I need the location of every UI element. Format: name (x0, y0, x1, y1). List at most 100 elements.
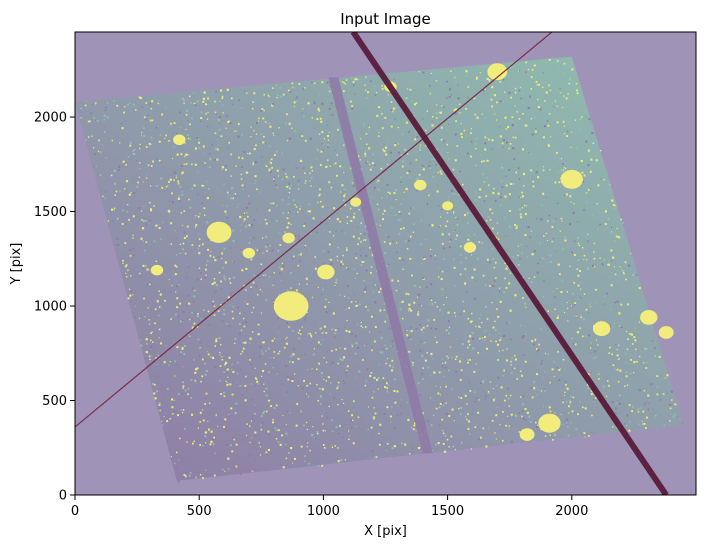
noise-pixel (286, 410, 288, 413)
noise-pixel (394, 378, 396, 381)
noise-pixel (557, 263, 560, 266)
noise-pixel (146, 268, 149, 271)
noise-pixel (139, 272, 141, 275)
noise-pixel (494, 199, 497, 202)
noise-pixel (576, 89, 578, 92)
noise-pixel (388, 405, 390, 407)
noise-pixel (384, 320, 386, 323)
noise-pixel (486, 219, 488, 222)
noise-pixel (190, 102, 192, 104)
noise-pixel (595, 159, 598, 162)
noise-pixel (446, 329, 448, 331)
noise-pixel (407, 418, 410, 421)
noise-pixel (499, 424, 501, 426)
noise-pixel (479, 382, 482, 384)
noise-pixel (329, 231, 331, 233)
noise-pixel (327, 86, 330, 89)
noise-pixel (204, 431, 207, 434)
noise-pixel (364, 150, 367, 153)
noise-pixel (421, 412, 424, 415)
noise-pixel (194, 226, 196, 228)
noise-pixel (258, 250, 261, 253)
noise-pixel (202, 448, 205, 451)
noise-pixel (524, 234, 527, 237)
noise-pixel (466, 222, 469, 224)
noise-pixel (367, 91, 369, 94)
noise-pixel (317, 399, 320, 402)
noise-pixel (486, 176, 489, 179)
noise-pixel (268, 168, 271, 171)
noise-pixel (328, 90, 331, 93)
noise-pixel (285, 342, 288, 345)
noise-pixel (204, 162, 206, 164)
noise-pixel (442, 404, 445, 406)
noise-pixel (630, 252, 632, 254)
noise-pixel (337, 259, 339, 261)
noise-pixel (555, 151, 558, 154)
noise-pixel (227, 191, 229, 194)
noise-pixel (593, 350, 596, 353)
noise-pixel (328, 108, 331, 110)
noise-pixel (301, 289, 303, 291)
noise-pixel (493, 398, 495, 401)
noise-pixel (541, 360, 543, 362)
noise-pixel (262, 274, 264, 276)
noise-pixel (333, 163, 336, 166)
noise-pixel (255, 285, 258, 288)
noise-pixel (278, 175, 280, 177)
noise-pixel (152, 341, 154, 343)
noise-pixel (377, 179, 380, 182)
noise-pixel (566, 106, 568, 108)
noise-pixel (250, 399, 253, 401)
noise-pixel (495, 277, 497, 279)
noise-pixel (197, 338, 200, 341)
noise-pixel (396, 414, 399, 416)
noise-pixel (316, 432, 319, 435)
noise-pixel (583, 432, 586, 434)
noise-pixel (536, 84, 538, 86)
noise-pixel (581, 406, 584, 409)
noise-pixel (505, 287, 508, 289)
noise-pixel (391, 340, 394, 343)
noise-pixel (522, 297, 524, 299)
noise-pixel (409, 176, 412, 179)
noise-pixel (311, 368, 313, 370)
noise-pixel (468, 234, 470, 236)
noise-pixel (148, 355, 151, 358)
noise-pixel (361, 261, 363, 263)
noise-pixel (205, 274, 207, 276)
noise-pixel (188, 474, 191, 477)
noise-pixel (579, 401, 581, 403)
noise-pixel (175, 313, 177, 316)
noise-pixel (423, 257, 426, 260)
noise-pixel (316, 148, 318, 150)
noise-pixel (459, 378, 462, 381)
noise-pixel (447, 311, 450, 314)
noise-pixel (436, 104, 438, 106)
noise-pixel (538, 83, 541, 86)
noise-pixel (437, 392, 440, 395)
noise-pixel (357, 79, 359, 81)
noise-pixel (576, 331, 579, 334)
noise-pixel (495, 292, 497, 294)
noise-pixel (325, 361, 328, 363)
noise-pixel (296, 403, 299, 405)
noise-pixel (427, 366, 430, 369)
noise-pixel (560, 92, 562, 94)
noise-pixel (224, 278, 227, 281)
noise-pixel (666, 392, 668, 394)
noise-pixel (593, 398, 595, 401)
noise-pixel (519, 208, 521, 210)
noise-pixel (173, 410, 176, 413)
noise-pixel (134, 305, 136, 307)
noise-pixel (246, 92, 248, 94)
noise-pixel (459, 245, 462, 248)
noise-pixel (373, 407, 375, 409)
noise-pixel (636, 360, 638, 363)
noise-pixel (510, 394, 512, 397)
noise-pixel (536, 425, 539, 429)
noise-pixel (94, 120, 96, 122)
noise-pixel (533, 387, 536, 390)
noise-pixel (588, 118, 591, 120)
noise-pixel (412, 362, 414, 364)
